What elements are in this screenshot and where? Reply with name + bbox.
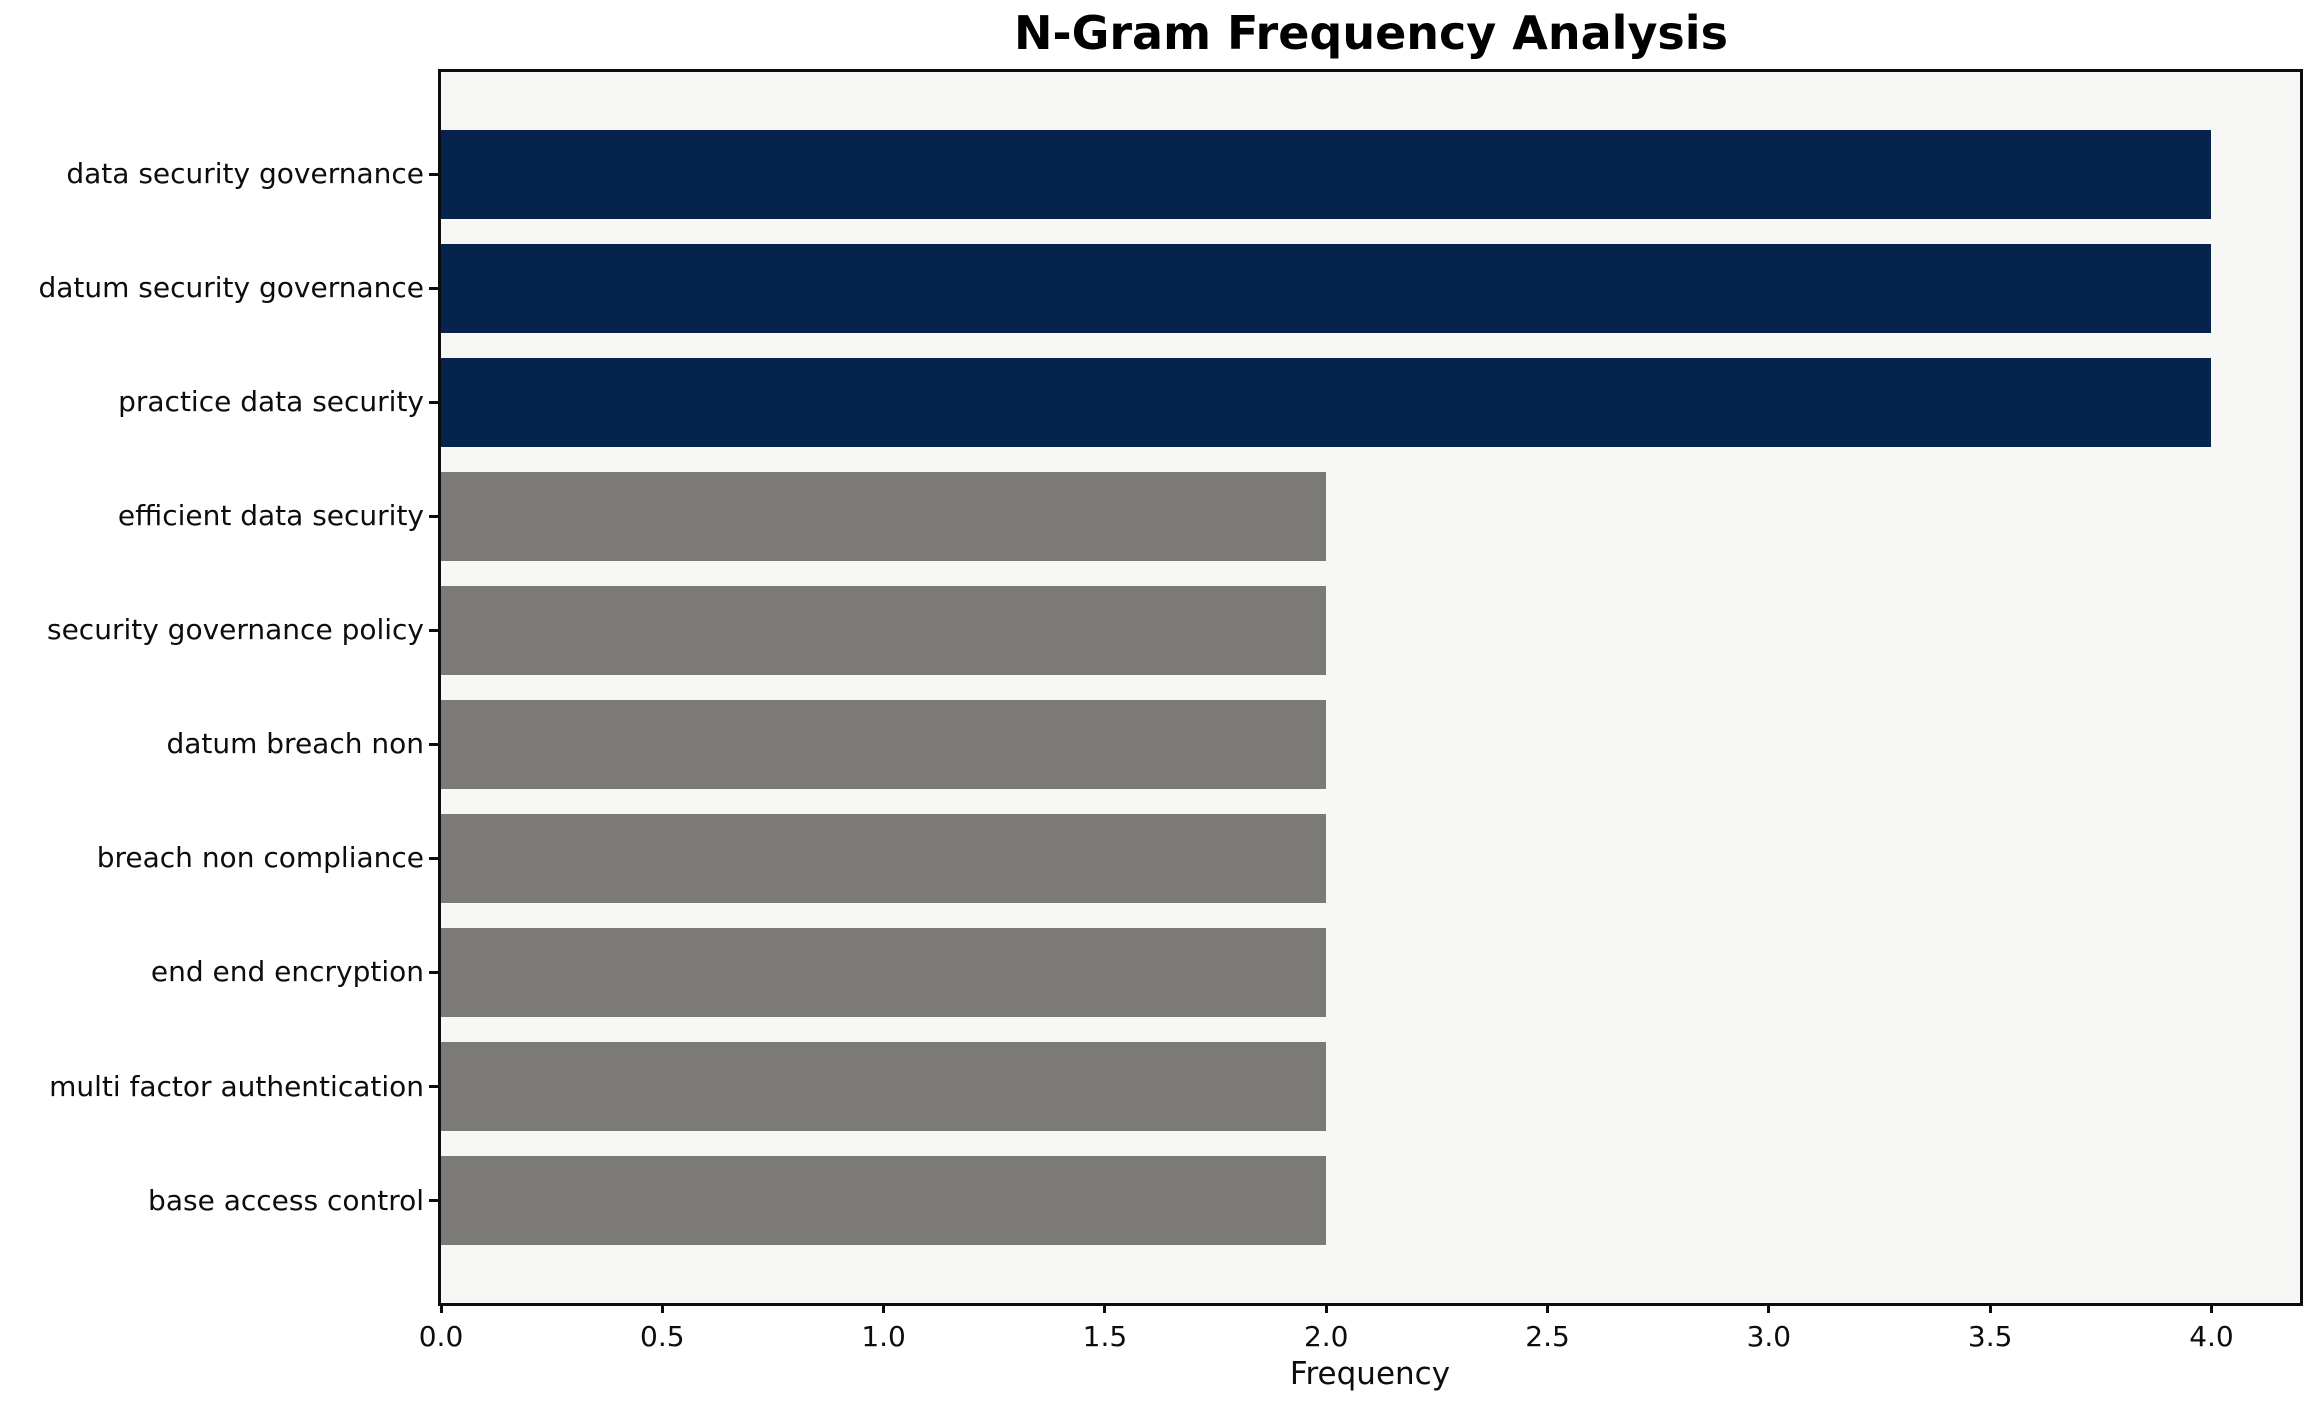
x-tick-label: 2.5: [1525, 1320, 1570, 1353]
x-tick: [1988, 1303, 1992, 1313]
y-tick: [429, 1199, 441, 1203]
plot-area: [438, 69, 2303, 1306]
x-tick: [2209, 1303, 2213, 1313]
y-tick-label: base access control: [148, 1183, 424, 1217]
y-tick: [429, 628, 441, 632]
bar-datum-breach-non: [441, 699, 1327, 789]
x-tick: [1546, 1303, 1550, 1313]
bar-end-end-encryption: [441, 927, 1327, 1017]
y-tick: [429, 286, 441, 290]
bar-data-security-governance: [441, 129, 2212, 219]
x-tick-label: 4.0: [2189, 1320, 2234, 1353]
y-tick-label: breach non compliance: [96, 841, 424, 875]
x-tick: [439, 1303, 443, 1313]
x-tick-label: 0.0: [418, 1320, 464, 1353]
y-tick: [429, 400, 441, 404]
y-tick-label: datum security governance: [38, 271, 424, 305]
x-tick: [1103, 1303, 1107, 1313]
y-tick: [429, 514, 441, 518]
y-tick-label: practice data security: [118, 385, 424, 419]
y-tick: [429, 742, 441, 746]
bar-practice-data-security: [441, 357, 2212, 447]
x-tick-label: 3.0: [1746, 1320, 1792, 1353]
x-tick-label: 0.5: [640, 1320, 685, 1353]
x-tick: [660, 1303, 664, 1313]
bar-breach-non-compliance: [441, 813, 1327, 903]
y-tick-label: security governance policy: [46, 613, 424, 647]
x-tick: [882, 1303, 886, 1313]
x-tick: [1767, 1303, 1771, 1313]
x-tick-label: 2.0: [1303, 1320, 1349, 1353]
x-tick-label: 3.5: [1967, 1320, 2013, 1353]
y-tick-label: end end encryption: [150, 955, 424, 989]
bar-security-governance-policy: [441, 585, 1327, 675]
bar-base-access-control: [441, 1156, 1327, 1246]
y-tick-label: data security governance: [66, 157, 424, 190]
x-tick: [1324, 1303, 1328, 1313]
y-tick: [429, 172, 441, 176]
y-tick: [429, 1085, 441, 1089]
y-tick-label: efficient data security: [117, 499, 424, 533]
chart-title: N-Gram Frequency Analysis: [1014, 6, 1728, 60]
y-tick: [429, 970, 441, 974]
bar-multi-factor-authentication: [441, 1042, 1327, 1132]
y-tick: [429, 856, 441, 860]
x-tick-label: 1.0: [861, 1320, 906, 1353]
x-axis-label: Frequency: [1289, 1356, 1451, 1392]
bar-efficient-data-security: [441, 471, 1327, 561]
y-tick-label: multi factor authentication: [49, 1069, 424, 1103]
x-tick-label: 1.5: [1082, 1320, 1128, 1353]
bar-datum-security-governance: [441, 243, 2212, 333]
y-tick-label: datum breach non: [166, 727, 424, 761]
